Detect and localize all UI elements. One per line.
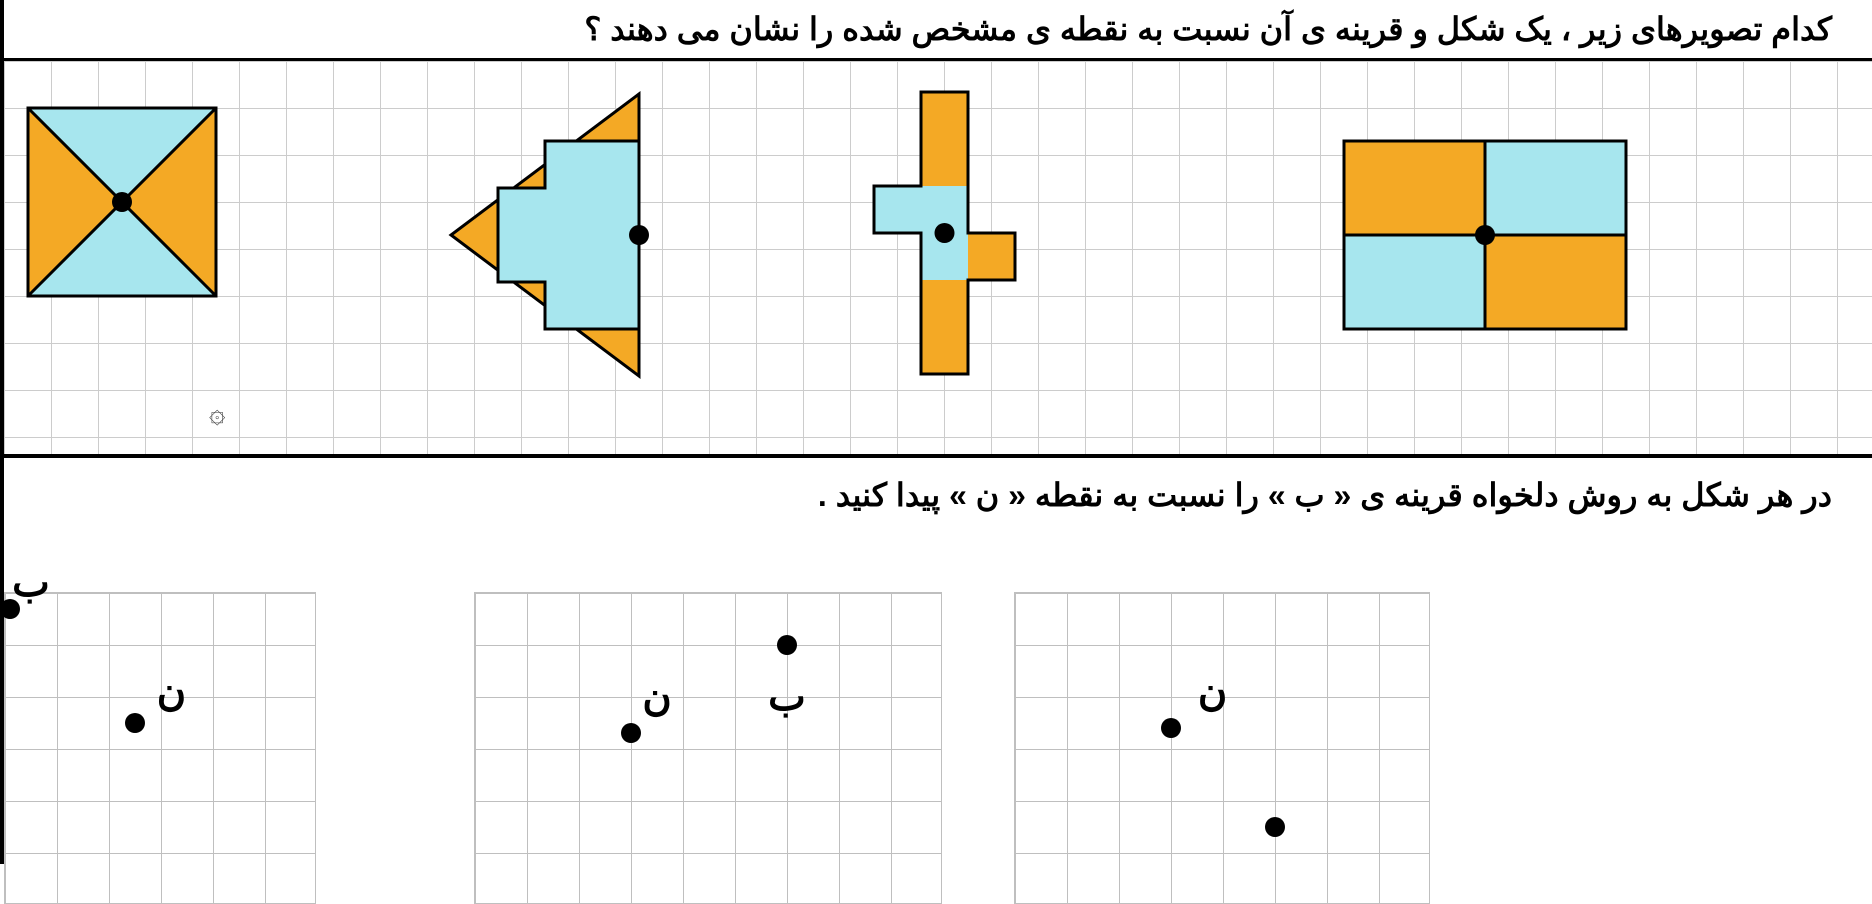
point-label: ن bbox=[157, 669, 186, 715]
q2-grid-mid: بن bbox=[474, 592, 942, 904]
point-label: ب bbox=[12, 560, 50, 606]
point-dot bbox=[1265, 817, 1285, 837]
point-dot bbox=[1161, 718, 1181, 738]
cursor-icon: ۞ bbox=[209, 396, 225, 429]
q2-grid-left: بن bbox=[4, 592, 316, 904]
q2-grid-right: ن bbox=[1014, 592, 1430, 904]
question-1-text: کدام تصویرهای زیر ، یک شکل و قرینه ی آن … bbox=[4, 0, 1872, 58]
point-dot bbox=[621, 723, 641, 743]
point-label: ن bbox=[642, 674, 671, 720]
point-label: ب bbox=[768, 674, 806, 720]
figure-row-1: ۞ bbox=[4, 58, 1872, 458]
worksheet-page: کدام تصویرهای زیر ، یک شکل و قرینه ی آن … bbox=[0, 0, 1872, 864]
point-dot bbox=[777, 635, 797, 655]
question-2-text: در هر شکل به روش دلخواه قرینه ی « ب » را… bbox=[4, 458, 1872, 524]
fig-cross bbox=[827, 92, 1015, 374]
point-label: ن bbox=[1198, 669, 1227, 715]
fig-arrow bbox=[451, 94, 639, 376]
point-dot bbox=[125, 713, 145, 733]
fig-rect-quadrants bbox=[1344, 141, 1626, 329]
figure-row-2: ب ن ب ن ن bbox=[4, 524, 1872, 864]
fig-square-x bbox=[28, 108, 216, 296]
